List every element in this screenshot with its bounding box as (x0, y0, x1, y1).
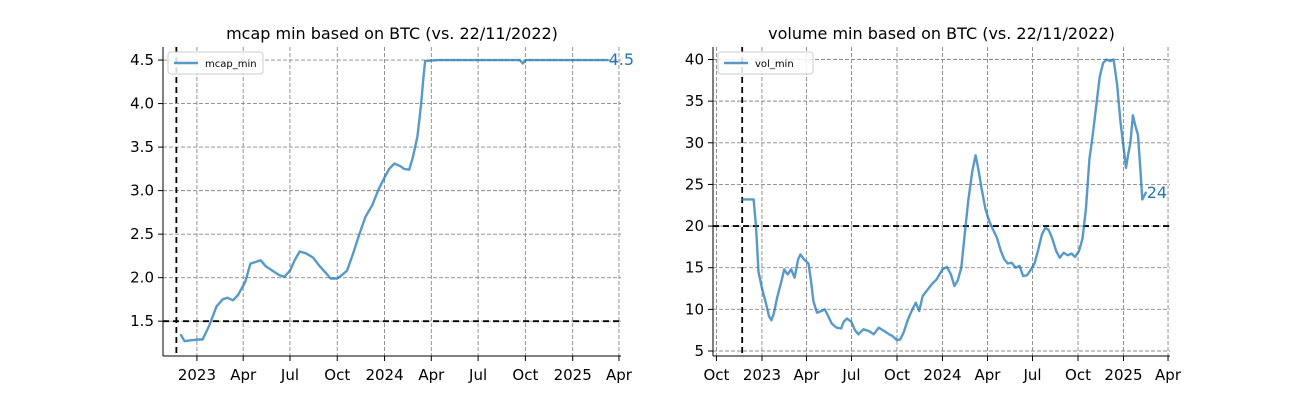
y-tick-label: 5 (694, 342, 704, 360)
series-end-label: 4.5 (609, 50, 634, 69)
legend: mcap_min (167, 51, 264, 75)
legend-box (717, 51, 814, 75)
series-line-vol_min (741, 58, 1147, 342)
legend-box (167, 51, 264, 75)
x-tick-label: Oct (884, 366, 910, 384)
x-tick-label: Oct (512, 366, 538, 384)
legend-label: mcap_min (205, 59, 257, 70)
y-tick-label: 20 (685, 217, 704, 235)
y-tick-label: 15 (685, 259, 704, 277)
y-tick-label: 3.5 (130, 138, 154, 156)
legend-label: vol_min (755, 59, 794, 70)
y-tick-label: 4.0 (130, 95, 154, 113)
x-tick-label: Jul (280, 366, 299, 384)
x-tick-label: 2025 (554, 366, 592, 384)
x-tick-label: 2024 (923, 366, 961, 384)
x-tick-label: Jul (468, 366, 487, 384)
x-tick-label: Apr (230, 366, 257, 384)
series-line-mcap_min (179, 58, 609, 343)
x-tick-label: 2023 (743, 366, 781, 384)
x-tick-label: Oct (324, 366, 350, 384)
y-tick-label: 4.5 (130, 51, 154, 69)
y-tick-label: 30 (685, 134, 704, 152)
y-tick-label: 40 (685, 50, 704, 68)
x-tick-label: Apr (794, 366, 821, 384)
x-tick-label: Oct (703, 366, 729, 384)
legend: vol_min (717, 51, 814, 75)
x-tick-label: 2024 (365, 366, 403, 384)
x-tick-label: 2025 (1104, 366, 1142, 384)
chart-title: mcap min based on BTC (vs. 22/11/2022) (226, 24, 558, 43)
x-tick-label: Oct (1065, 366, 1091, 384)
x-tick-label: Jul (1022, 366, 1041, 384)
y-tick-label: 1.5 (130, 312, 154, 330)
x-tick-label: 2023 (178, 366, 216, 384)
series-end-label: 24 (1147, 183, 1167, 202)
y-tick-label: 10 (685, 300, 704, 318)
x-tick-label: Jul (841, 366, 860, 384)
x-tick-label: Apr (418, 366, 445, 384)
chart-title: volume min based on BTC (vs. 22/11/2022) (768, 24, 1115, 43)
x-tick-label: Apr (1155, 366, 1182, 384)
y-tick-label: 25 (685, 175, 704, 193)
mcap-chart-panel: 4.5 2023 Apr Jul Oct 2024 Apr Jul Oct 2025 Apr 1.5 2… (130, 24, 634, 384)
x-tick-label: Apr (606, 366, 633, 384)
y-tick-label: 35 (685, 92, 704, 110)
x-tick-label: Apr (975, 366, 1002, 384)
y-tick-label: 2.5 (130, 225, 154, 243)
y-tick-label: 2.0 (130, 269, 154, 287)
y-tick-label: 3.0 (130, 182, 154, 200)
